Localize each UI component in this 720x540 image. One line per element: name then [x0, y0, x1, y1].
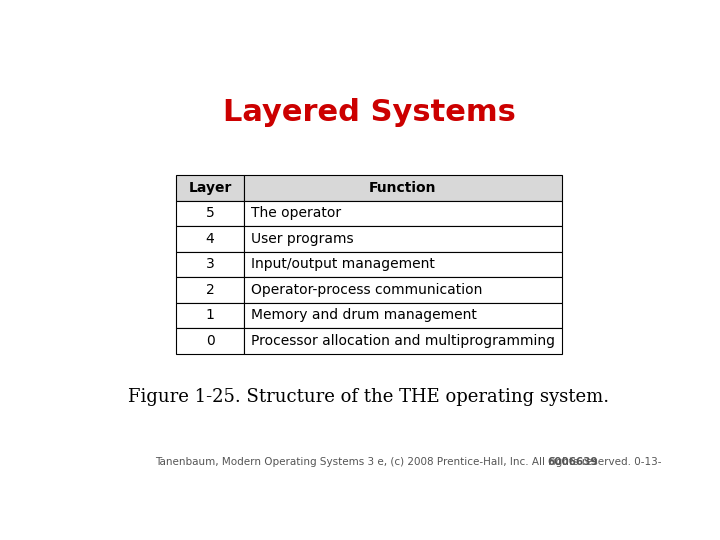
Text: User programs: User programs: [251, 232, 354, 246]
Text: Layered Systems: Layered Systems: [222, 98, 516, 127]
Bar: [176, 200, 244, 226]
Text: Function: Function: [369, 181, 436, 195]
Text: 4: 4: [206, 232, 215, 246]
Bar: [176, 303, 244, 328]
Bar: [176, 277, 244, 303]
Bar: [176, 226, 244, 252]
Text: Figure 1-25. Structure of the THE operating system.: Figure 1-25. Structure of the THE operat…: [128, 388, 610, 407]
Text: 2: 2: [206, 283, 215, 297]
Bar: [244, 200, 562, 226]
Text: 0: 0: [206, 334, 215, 348]
Text: Processor allocation and multiprogramming: Processor allocation and multiprogrammin…: [251, 334, 554, 348]
Text: 1: 1: [206, 308, 215, 322]
Text: Operator-process communication: Operator-process communication: [251, 283, 482, 297]
Bar: [244, 277, 562, 303]
Bar: [176, 328, 244, 354]
Bar: [244, 175, 562, 200]
Bar: [244, 252, 562, 277]
Text: Memory and drum management: Memory and drum management: [251, 308, 477, 322]
Bar: [244, 226, 562, 252]
Text: The operator: The operator: [251, 206, 341, 220]
Bar: [244, 328, 562, 354]
Text: Input/output management: Input/output management: [251, 258, 434, 272]
Bar: [176, 252, 244, 277]
Bar: [244, 303, 562, 328]
Text: Tanenbaum, Modern Operating Systems 3 e, (c) 2008 Prentice-Hall, Inc. All rights: Tanenbaum, Modern Operating Systems 3 e,…: [155, 457, 662, 467]
Text: 3: 3: [206, 258, 215, 272]
Text: Layer: Layer: [189, 181, 232, 195]
Bar: [176, 175, 244, 200]
Text: 5: 5: [206, 206, 215, 220]
Text: 6006639: 6006639: [547, 457, 598, 467]
